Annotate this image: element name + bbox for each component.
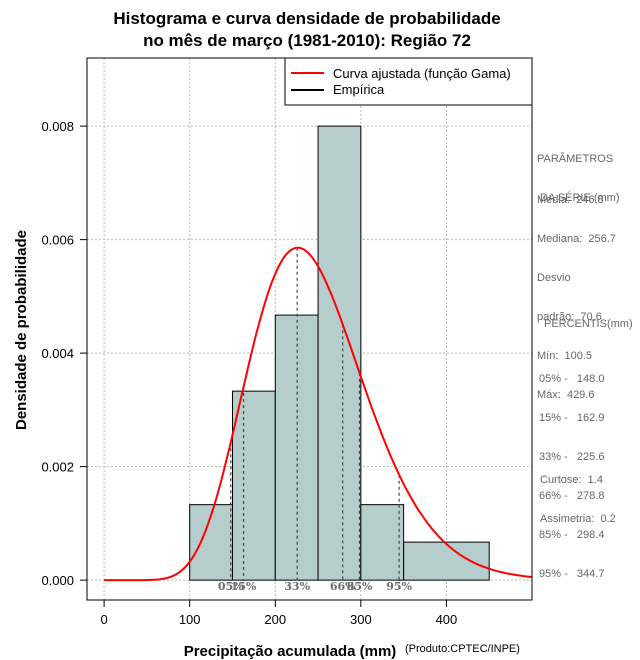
series-parameters-panel: PARÂMETROS DA SÉRIE (mm): [537, 127, 620, 218]
legend-label-curve: Curva ajustada (função Gama): [333, 66, 511, 81]
percentile-label-3: 66%: [330, 580, 356, 593]
percentile-label-1: 15%: [231, 580, 257, 593]
percentile-15: 15% - 162.9: [539, 412, 605, 424]
percentile-33: 33% - 225.6: [539, 451, 605, 463]
percentile-label-2: 33%: [284, 580, 310, 593]
histogram-bar-5: [403, 541, 490, 581]
histogram-bar-1: [231, 390, 276, 581]
stat-assimetria: Assimetria: 0.2: [540, 513, 616, 525]
percentile-85: 85% - 298.4: [539, 529, 605, 541]
percentile-05: 05% - 148.0: [539, 373, 605, 385]
stat-desvio-value: padrão: 70.6: [537, 311, 602, 323]
x-axis-label: Precipitação acumulada (mm): [184, 643, 397, 660]
legend-box: [284, 57, 533, 106]
percentile-table: 05% - 148.0 15% - 162.9 33% - 225.6 66% …: [539, 347, 604, 594]
y-axis: 0.000 0.002 0.004 0.006 0.008: [41, 119, 88, 588]
stat-media: Média: 246.8: [537, 194, 604, 206]
stat-curtose: Curtose: 1.4: [540, 474, 603, 486]
percentile-label-5: 95%: [386, 580, 412, 593]
x-tick-label-4: 400: [436, 612, 458, 627]
gamma-curve-line: [104, 246, 533, 582]
y-axis-label: Densidade de probabilidade: [13, 230, 30, 430]
y-tick-label-2: 0.004: [41, 346, 74, 361]
y-tick-label-4: 0.008: [41, 119, 74, 134]
stat-max: Máx: 429.6: [537, 389, 595, 401]
y-tick-label-1: 0.002: [41, 460, 74, 475]
chart-title-line-2: no mês de março (1981-2010): Região 72: [143, 31, 471, 50]
stat-mediana: Mediana: 256.7: [537, 233, 616, 245]
y-tick-label-3: 0.006: [41, 233, 74, 248]
percentile-labels: 05%15% 33% 66%85% 95%: [218, 580, 413, 593]
x-tick-label-2: 200: [264, 612, 286, 627]
percentis-title: PERCENTIS(mm): [544, 318, 633, 330]
stat-min: Mín: 100.5: [537, 350, 593, 362]
x-tick-label-0: 0: [100, 612, 107, 627]
stat-desvio-label: Desvio: [537, 272, 571, 284]
shape-statistics: Curtose: 1.4 Assimetria: 0.2: [540, 448, 616, 539]
percentile-lines: [230, 247, 400, 581]
chart-title-line-1: Histograma e curva densidade de probabil…: [113, 9, 500, 28]
x-axis: 0 100 200 300 400: [100, 599, 458, 627]
percentile-label-0: 05%: [218, 580, 244, 593]
percentile-label-4: 85%: [347, 580, 373, 593]
histogram-bar-3: [317, 125, 362, 581]
legend-label-empirical: Empírica: [333, 82, 385, 97]
percentile-66: 66% - 278.8: [539, 490, 605, 502]
series-statistics: Média: 246.8 Mediana: 256.7 Desvio padrã…: [537, 168, 616, 415]
x-tick-label-1: 100: [179, 612, 201, 627]
y-tick-label-0: 0.000: [41, 573, 74, 588]
x-tick-label-3: 300: [350, 612, 372, 627]
params-title-line-1: PARÂMETROS: [537, 153, 614, 165]
params-title-line-2: DA SÉRIE (mm): [537, 192, 620, 204]
histogram-bar-4: [360, 504, 405, 581]
product-credit: (Produto:CPTEC/INPE): [405, 643, 520, 655]
legend: Curva ajustada (função Gama) Empírica: [284, 57, 533, 106]
percentile-95: 95% - 344.7: [539, 568, 605, 580]
